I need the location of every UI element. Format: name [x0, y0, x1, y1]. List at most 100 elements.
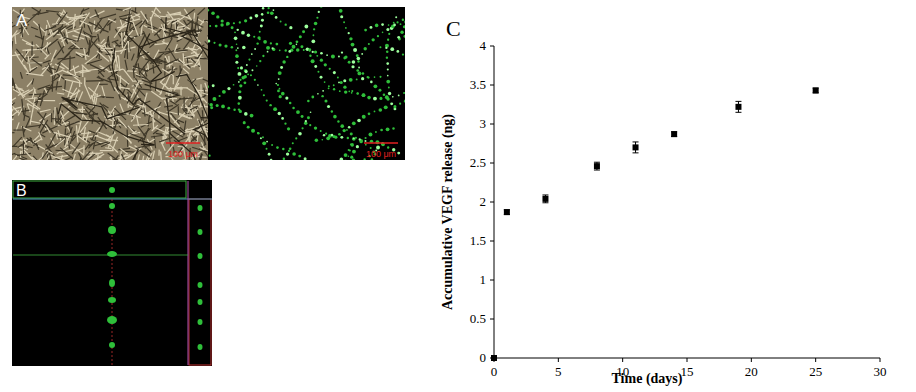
green-dot: [309, 55, 311, 57]
long-fiber: [145, 84, 200, 160]
fiber: [53, 29, 61, 37]
fiber: [39, 24, 43, 40]
fiber: [186, 131, 194, 132]
fiber: [205, 83, 208, 90]
green-dot: [337, 77, 339, 79]
green-dot: [108, 226, 116, 234]
green-dot: [356, 145, 359, 148]
green-dot: [311, 39, 315, 43]
green-dot: [386, 80, 390, 84]
green-dot: [353, 48, 357, 52]
green-dot: [331, 110, 333, 112]
fiber: [89, 113, 98, 116]
green-dot: [241, 31, 245, 35]
fiber: [44, 26, 56, 30]
green-dot: [278, 78, 280, 80]
y-tick-label: 1.5: [470, 233, 486, 248]
green-dot: [281, 92, 285, 96]
green-dot: [333, 84, 335, 86]
fiber: [40, 110, 51, 112]
green-dot: [281, 117, 284, 120]
green-dot: [242, 46, 246, 50]
green-dot: [331, 55, 335, 59]
fiber: [165, 59, 179, 65]
green-dot: [233, 84, 235, 86]
green-dot: [234, 36, 238, 40]
fiber: [31, 59, 42, 66]
fiber: [30, 110, 33, 124]
fiber: [84, 77, 85, 84]
fiber: [188, 47, 198, 54]
y-tick-label: 3: [480, 116, 487, 131]
green-dot: [386, 50, 389, 53]
fiber: [133, 124, 148, 126]
green-dot: [343, 85, 346, 88]
y-tick: [490, 163, 494, 164]
green-dot: [238, 81, 240, 83]
green-dot: [292, 107, 294, 109]
fiber: [26, 12, 39, 24]
fiber: [52, 66, 54, 74]
green-dot: [404, 100, 405, 103]
fiber: [180, 87, 181, 96]
green-dot: [356, 57, 360, 61]
green-dot: [266, 148, 268, 150]
fiber: [76, 113, 88, 114]
data-point: [735, 104, 741, 110]
green-dot: [286, 56, 288, 58]
fiber: [197, 133, 198, 143]
fiber: [74, 31, 90, 37]
fiber: [64, 128, 66, 145]
fiber: [185, 63, 193, 64]
fiber: [207, 36, 208, 38]
green-dot: [304, 25, 308, 29]
green-dot: [270, 159, 273, 160]
green-dot: [278, 71, 282, 75]
green-dot: [279, 95, 282, 98]
error-bar: [542, 195, 548, 203]
green-dot: [398, 95, 400, 97]
green-dot: [358, 67, 360, 69]
green-dot: [221, 19, 224, 22]
green-dot: [287, 127, 290, 130]
y-tick: [490, 124, 494, 125]
fiber: [108, 38, 109, 46]
green-dot: [344, 160, 348, 161]
green-dot: [320, 76, 323, 79]
fiber: [82, 70, 92, 72]
green-dot: [372, 38, 375, 41]
green-dot: [235, 61, 238, 64]
green-dot: [307, 100, 310, 103]
fiber: [84, 48, 86, 60]
green-dot: [288, 150, 290, 152]
fiber: [19, 158, 26, 160]
green-dot: [285, 49, 287, 51]
fiber: [27, 79, 34, 87]
green-dot: [282, 60, 285, 63]
fiber: [155, 43, 169, 45]
fiber: [120, 149, 127, 155]
green-dot: [343, 21, 345, 23]
fiber: [63, 75, 80, 77]
green-dot: [373, 84, 377, 88]
green-dot: [213, 42, 215, 44]
fiber: [204, 88, 206, 96]
fiber: [25, 125, 41, 127]
green-dot: [300, 45, 303, 48]
green-dot: [368, 43, 370, 45]
fiber: [128, 41, 130, 52]
fiber: [100, 19, 110, 33]
fiber: [31, 42, 33, 56]
green-dot: [198, 205, 203, 211]
x-tick: [622, 358, 623, 362]
green-dot: [314, 126, 317, 129]
fiber: [26, 73, 44, 75]
fiber: [161, 151, 162, 160]
fiber: [185, 105, 194, 117]
green-dot: [349, 78, 353, 82]
green-dot: [367, 76, 369, 78]
fiber: [98, 27, 109, 32]
green-dot: [357, 60, 359, 62]
green-dot: [237, 29, 239, 31]
green-dot: [361, 77, 364, 80]
